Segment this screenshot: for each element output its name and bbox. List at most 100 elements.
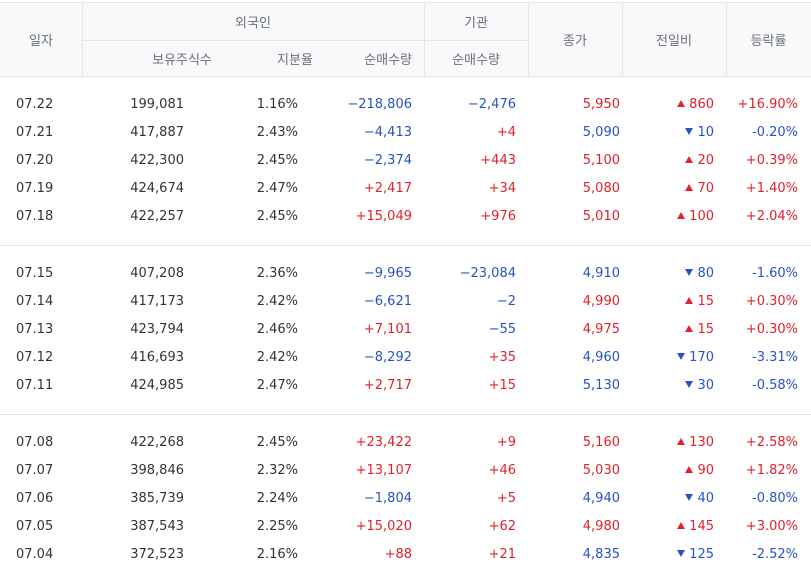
- cell-inst-net-value: +46: [488, 463, 516, 479]
- cell-inst-net: −23,084: [430, 260, 516, 288]
- cell-foreign-net-value: −6,621: [363, 294, 412, 310]
- cell-rate-value: -2.52%: [752, 547, 798, 563]
- cell-inst-net: −2,476: [430, 91, 516, 119]
- cell-date: 07.13: [16, 316, 76, 344]
- cell-ratio: 2.45%: [236, 429, 298, 457]
- cell-holdings-value: 422,268: [130, 435, 184, 450]
- cell-foreign-net-value: +13,107: [355, 463, 412, 479]
- col-rate-header: 등락률: [750, 34, 787, 49]
- cell-holdings-value: 424,674: [130, 181, 184, 197]
- cell-rate-value: -3.31%: [752, 350, 798, 366]
- cell-inst-net-value: +976: [480, 209, 516, 225]
- cell-holdings: 422,257: [100, 203, 184, 231]
- cell-inst-net: −2: [430, 288, 516, 316]
- arrow-down-icon: [677, 353, 686, 361]
- cell-inst-net-value: +34: [488, 181, 516, 197]
- cell-rate: -2.52%: [730, 541, 798, 569]
- arrow-up-icon: [685, 156, 694, 164]
- cell-ratio-value: 2.36%: [256, 266, 298, 281]
- cell-change-value: 170: [689, 350, 714, 366]
- cell-change-value: 145: [689, 519, 714, 535]
- arrow-down-icon: [685, 269, 694, 276]
- cell-ratio-value: 1.16%: [256, 97, 298, 112]
- cell-rate-value: +16.90%: [737, 97, 798, 112]
- cell-close-value: 5,030: [582, 463, 620, 479]
- cell-rate-value: +3.00%: [745, 519, 798, 535]
- cell-inst-net-value: −55: [488, 322, 516, 338]
- cell-change: 130: [632, 429, 714, 457]
- cell-rate: -0.80%: [730, 485, 798, 513]
- cell-date-value: 07.19: [16, 181, 54, 197]
- cell-ratio-value: 2.45%: [256, 153, 298, 169]
- cell-inst-net: +15: [430, 372, 516, 400]
- cell-rate: -1.60%: [730, 260, 798, 288]
- cell-inst-net: +34: [430, 175, 516, 203]
- cell-close-value: 5,010: [582, 209, 620, 225]
- cell-ratio: 2.46%: [236, 316, 298, 344]
- cell-change-value: 30: [697, 378, 714, 394]
- cell-date-value: 07.05: [16, 519, 54, 535]
- cell-ratio: 2.42%: [236, 288, 298, 316]
- cell-foreign-net-value: −4,413: [363, 125, 412, 141]
- cell-rate: +0.30%: [730, 288, 798, 316]
- cell-close: 5,090: [540, 119, 620, 147]
- cell-ratio-value: 2.47%: [256, 181, 298, 197]
- cell-foreign-net-value: +88: [384, 547, 412, 563]
- cell-ratio-value: 2.16%: [256, 547, 298, 563]
- cell-inst-net: +9: [430, 429, 516, 457]
- cell-inst-net-value: −2,476: [467, 97, 516, 112]
- cell-change: 100: [632, 203, 714, 231]
- cell-date: 07.20: [16, 147, 76, 175]
- group-divider: [0, 245, 811, 246]
- cell-change-value: 100: [689, 209, 714, 225]
- cell-inst-net-value: +35: [488, 350, 516, 366]
- cell-rate: +1.40%: [730, 175, 798, 203]
- cell-inst-net-value: −23,084: [459, 266, 516, 281]
- cell-foreign-net: −9,965: [320, 260, 412, 288]
- cell-ratio: 2.32%: [236, 457, 298, 485]
- cell-inst-net-value: +9: [496, 435, 516, 450]
- cell-holdings-value: 417,173: [130, 294, 184, 310]
- cell-rate: +2.58%: [730, 429, 798, 457]
- cell-rate-value: +1.82%: [745, 463, 798, 479]
- cell-date-value: 07.21: [16, 125, 54, 141]
- cell-holdings: 417,173: [100, 288, 184, 316]
- cell-foreign-net-value: −1,804: [363, 491, 412, 507]
- cell-close-value: 4,990: [582, 294, 620, 310]
- cell-rate-value: +2.04%: [745, 209, 798, 225]
- cell-close-value: 5,090: [582, 125, 620, 141]
- table-row: 07.18 422,257 2.45% +15,049 +976 5,010 100 +2.0…: [0, 203, 811, 231]
- arrow-up-icon: [677, 100, 686, 107]
- foreign-group-header: 외국인: [235, 16, 271, 31]
- cell-date: 07.11: [16, 372, 76, 400]
- cell-change: 860: [632, 91, 714, 119]
- table-row: 07.05 387,543 2.25% +15,020 +62 4,980 145 +3.00…: [0, 513, 811, 541]
- cell-change: 80: [632, 260, 714, 288]
- arrow-down-icon: [685, 128, 694, 136]
- cell-ratio-value: 2.42%: [256, 350, 298, 366]
- cell-foreign-net-value: +7,101: [363, 322, 412, 338]
- cell-inst-net: +46: [430, 457, 516, 485]
- cell-holdings-value: 387,543: [130, 519, 184, 535]
- cell-date: 07.04: [16, 541, 76, 569]
- cell-foreign-net: −4,413: [320, 119, 412, 147]
- cell-change: 170: [632, 344, 714, 372]
- table-row: 07.06 385,739 2.24% −1,804 +5 4,940 40 -0.80%: [0, 485, 811, 513]
- cell-date: 07.19: [16, 175, 76, 203]
- cell-ratio-value: 2.45%: [256, 435, 298, 450]
- table-row: 07.21 417,887 2.43% −4,413 +4 5,090 10 -0.20%: [0, 119, 811, 147]
- cell-ratio-value: 2.42%: [256, 294, 298, 310]
- table-row: 07.14 417,173 2.42% −6,621 −2 4,990 15 +0.30%: [0, 288, 811, 316]
- cell-change-value: 80: [697, 266, 714, 281]
- cell-close: 4,990: [540, 288, 620, 316]
- col-date-header: 일자: [29, 34, 53, 49]
- arrow-up-icon: [685, 325, 694, 333]
- cell-inst-net-value: +21: [488, 547, 516, 563]
- cell-holdings: 398,846: [100, 457, 184, 485]
- cell-ratio: 2.16%: [236, 541, 298, 569]
- cell-ratio: 2.45%: [236, 147, 298, 175]
- table-row: 07.12 416,693 2.42% −8,292 +35 4,960 170 -3.31%: [0, 344, 811, 372]
- cell-date-value: 07.20: [16, 153, 54, 169]
- cell-holdings-value: 398,846: [130, 463, 184, 479]
- cell-change-value: 15: [697, 322, 714, 338]
